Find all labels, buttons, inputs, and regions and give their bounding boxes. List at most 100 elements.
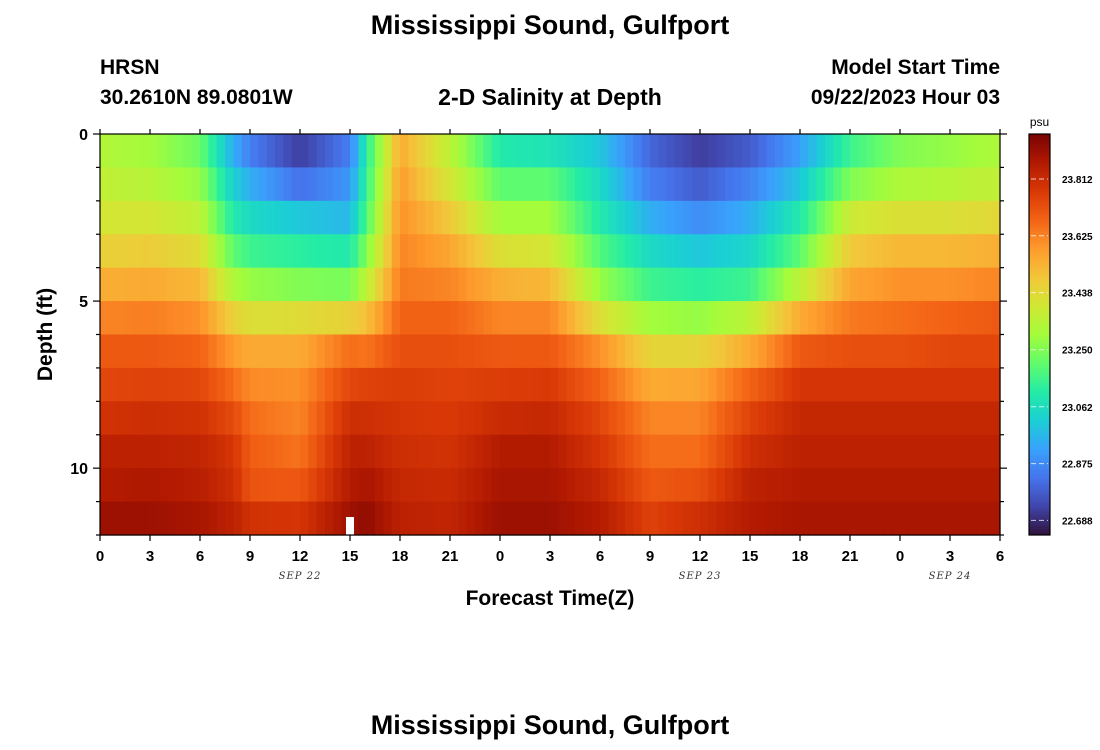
colorbar-step [1029,458,1050,462]
heatmap-cell [983,234,993,269]
heatmap-cell [141,167,151,202]
heatmap-cell [408,267,418,302]
heatmap-cell [833,134,843,169]
heatmap-cell [500,401,509,436]
heatmap-cell [591,134,601,169]
heatmap-cell [333,367,343,402]
heatmap-cell [875,334,884,369]
heatmap-cell [808,234,818,269]
station-coordinates: 30.2610N 89.0801W [100,86,293,109]
colorbar-step [1029,194,1050,197]
heatmap-cell [491,434,501,469]
colorbar-step [1029,272,1050,275]
heatmap-cell [916,134,926,169]
heatmap-cell [366,334,376,369]
colorbar-step [1029,318,1050,321]
heatmap-cell [425,167,434,202]
heatmap-cell [516,167,526,202]
heatmap-cell [108,468,118,503]
heatmap-cell [833,434,843,469]
heatmap-cell [800,334,809,369]
heatmap-cell [300,267,309,302]
heatmap-cell [850,200,859,235]
colorbar-step [1029,328,1050,331]
heatmap-cell [958,167,968,202]
heatmap-cell [841,167,851,202]
heatmap-cell [483,167,493,202]
colorbar-step [1029,300,1050,303]
heatmap-cell [433,301,443,336]
heatmap-cell [508,401,518,436]
heatmap-cell [300,334,309,369]
heatmap-cell [683,167,693,202]
colorbar-step [1029,162,1050,165]
x-tick-label: 18 [792,548,809,565]
heatmap-cell [525,134,534,169]
heatmap-cell [900,301,909,336]
heatmap-cell [175,401,184,436]
heatmap-cell [941,200,951,235]
colorbar-step [1029,388,1050,392]
heatmap-cell [241,134,251,169]
heatmap-cell [758,367,768,402]
colorbar-step [1029,280,1050,283]
heatmap-cell [916,234,926,269]
heatmap-cell [741,334,751,369]
heatmap-cell [450,501,459,536]
heatmap-cell [583,267,593,302]
heatmap-cell [925,367,934,402]
heatmap-cell [100,301,109,336]
heatmap-cell [258,501,268,536]
x-tick-label: 0 [96,548,104,565]
heatmap-cell [883,501,893,536]
heatmap-cell [883,367,893,402]
heatmap-cell [316,134,326,169]
heatmap-cell [141,134,151,169]
heatmap-cell [950,234,959,269]
heatmap-cell [416,401,426,436]
heatmap-cell [958,267,968,302]
heatmap-cell [883,401,893,436]
colorbar-step [1029,392,1050,396]
heatmap-cell [808,167,818,202]
heatmap-cell [750,134,759,169]
heatmap-cell [325,200,334,235]
heatmap-cell [341,468,351,503]
heatmap-cell [525,267,534,302]
colorbar-step [1029,358,1050,362]
heatmap-cell [966,501,976,536]
heatmap-cell [275,301,284,336]
heatmap-cell [800,267,809,302]
heatmap-cell [125,334,134,369]
colorbar-step [1029,292,1050,295]
heatmap-cell [425,267,434,302]
station-id: HRSN [100,56,160,79]
heatmap-cell [866,501,876,536]
heatmap-cell [558,234,568,269]
heatmap-cell [333,267,343,302]
heatmap-cell [375,468,384,503]
heatmap-cell [300,134,309,169]
heatmap-cell [300,234,309,269]
colorbar-step [1029,440,1050,444]
heatmap-cell [991,367,1001,402]
heatmap-cell [833,234,843,269]
heatmap-cell [591,334,601,369]
heatmap-cell [116,134,126,169]
heatmap-cell [150,301,159,336]
heatmap-cell [716,234,726,269]
heatmap-cell [458,234,468,269]
colorbar-step [1029,378,1050,382]
heatmap-cell [483,468,493,503]
heatmap-cell [391,468,401,503]
heatmap-cell [816,301,826,336]
heatmap-cell [450,301,459,336]
colorbar-step [1029,434,1050,438]
heatmap-cell [341,367,351,402]
heatmap-cell [308,501,318,536]
model-start-label: Model Start Time [831,56,1000,79]
heatmap-cell [150,367,159,402]
heatmap-cell [608,501,618,536]
heatmap-cell [991,468,1001,503]
heatmap-cell [858,367,868,402]
